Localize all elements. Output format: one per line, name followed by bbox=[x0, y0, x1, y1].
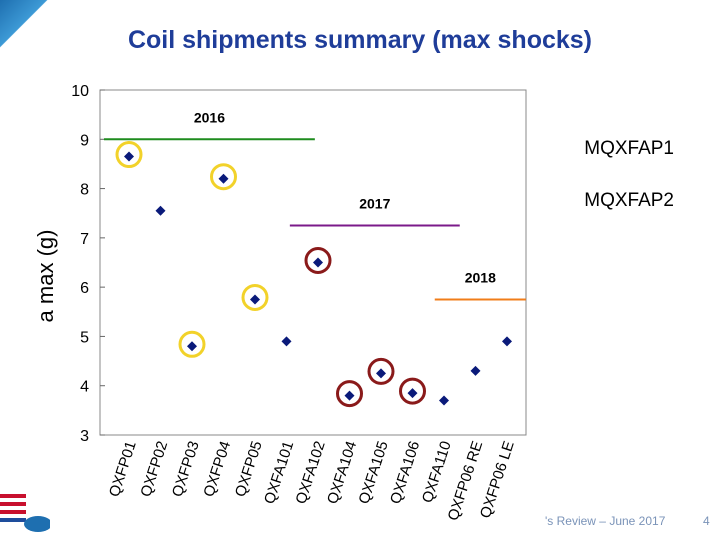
x-tick-label: QXFA101 bbox=[261, 439, 297, 506]
y-tick-label: 10 bbox=[71, 83, 89, 100]
data-point bbox=[376, 368, 386, 379]
data-point bbox=[407, 388, 418, 399]
y-tick-label: 6 bbox=[80, 280, 89, 297]
highlight-ring-mqxfap2 bbox=[367, 357, 395, 385]
x-tick-label: QXFA104 bbox=[324, 439, 360, 506]
highlight-ring-mqxfap1 bbox=[210, 163, 237, 191]
y-tick-label: 8 bbox=[80, 182, 89, 199]
data-point bbox=[439, 395, 449, 406]
data-point bbox=[281, 336, 292, 347]
legend-mqxfap1: MQXFAP1 bbox=[584, 138, 674, 159]
footer-text: 's Review – June 2017 bbox=[545, 514, 666, 528]
highlight-ring-mqxfap2 bbox=[304, 247, 332, 274]
highlight-ring-mqxfap2 bbox=[399, 377, 426, 405]
data-point bbox=[502, 336, 512, 347]
page-title: Coil shipments summary (max shocks) bbox=[127, 26, 593, 54]
y-tick-label: 3 bbox=[80, 428, 89, 445]
x-tick-label: QXFA110 bbox=[419, 439, 455, 505]
highlight-ring-mqxfap2 bbox=[336, 380, 363, 408]
reference-label-2017: 2017 bbox=[359, 196, 390, 212]
data-point bbox=[187, 341, 197, 352]
data-point bbox=[470, 365, 481, 376]
y-tick-label: 5 bbox=[80, 329, 89, 346]
data-point bbox=[218, 173, 229, 184]
page-number: 4 bbox=[703, 514, 710, 528]
highlight-ring-mqxfap1 bbox=[178, 330, 206, 358]
data-point bbox=[155, 205, 166, 216]
legend-mqxfap2: MQXFAP2 bbox=[584, 190, 674, 211]
data-point bbox=[344, 390, 355, 401]
data-point bbox=[250, 294, 260, 305]
x-tick-label: QXFA106 bbox=[387, 439, 423, 506]
y-tick-label: 4 bbox=[80, 379, 89, 396]
x-tick-label: QXFP05 bbox=[232, 439, 266, 499]
y-axis-label: a max (g) bbox=[33, 230, 58, 323]
x-tick-label: QXFP02 bbox=[137, 439, 171, 499]
x-tick-label: QXFP01 bbox=[106, 439, 140, 499]
data-point bbox=[313, 257, 323, 268]
corner-decoration bbox=[0, 0, 48, 56]
x-tick-label: QXFA102 bbox=[293, 439, 329, 506]
data-point bbox=[124, 151, 134, 162]
x-tick-label: QXFA105 bbox=[356, 439, 392, 506]
plot-area bbox=[99, 89, 527, 436]
x-tick-label: QXFP04 bbox=[200, 439, 234, 499]
highlight-ring-mqxfap1 bbox=[241, 283, 269, 311]
highlight-ring-mqxfap1 bbox=[115, 141, 143, 169]
y-tick-label: 9 bbox=[80, 132, 89, 149]
y-tick-label: 7 bbox=[80, 231, 89, 248]
reference-label-2018: 2018 bbox=[465, 269, 496, 285]
reference-label-2016: 2016 bbox=[194, 109, 225, 125]
x-tick-label: QXFP03 bbox=[169, 439, 203, 499]
logo bbox=[0, 488, 52, 538]
